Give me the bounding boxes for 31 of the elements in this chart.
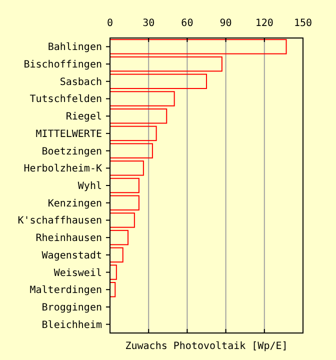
bar — [110, 143, 153, 158]
bar — [110, 126, 157, 142]
y-tick-label: Bahlingen — [48, 42, 102, 54]
x-tick-label: 30 — [142, 18, 155, 29]
y-tick-label: Wyhl — [78, 181, 102, 192]
x-axis-title: Zuwachs Photovoltaik [Wp/E] — [125, 341, 288, 352]
y-tick-label: Herbolzheim-K — [24, 164, 102, 175]
bar — [110, 108, 168, 124]
y-tick-label: Kenzingen — [48, 198, 102, 210]
y-tick-label: MITTELWERTE — [36, 128, 102, 140]
y-tick-label: Broggingen — [42, 302, 102, 314]
y-tick-label: Boetzingen — [42, 146, 102, 158]
y-tick-label: Malterdingen — [30, 285, 102, 296]
bar — [110, 56, 222, 72]
y-tick-label: Bleichheim — [42, 320, 102, 331]
bar — [110, 74, 207, 89]
bar — [110, 91, 175, 106]
y-tick-label: Bischoffingen — [24, 60, 102, 71]
bar — [110, 39, 287, 54]
y-tick-label: Riegel — [66, 112, 102, 123]
y-tick-label: K'schaffhausen — [18, 216, 102, 227]
x-tick-label: 90 — [220, 18, 232, 29]
y-tick-label: Tutschfelden — [30, 94, 102, 106]
x-tick-label: 60 — [181, 18, 194, 29]
x-tick-label: 150 — [294, 18, 312, 29]
y-tick-label: Sasbach — [60, 76, 102, 88]
y-tick-label: Weisweil — [54, 268, 102, 279]
y-tick-label: Wagenstadt — [42, 250, 102, 262]
x-tick-label: 120 — [255, 18, 274, 29]
x-tick-label: 0 — [106, 18, 114, 29]
y-tick-label: Rheinhausen — [36, 233, 102, 244]
